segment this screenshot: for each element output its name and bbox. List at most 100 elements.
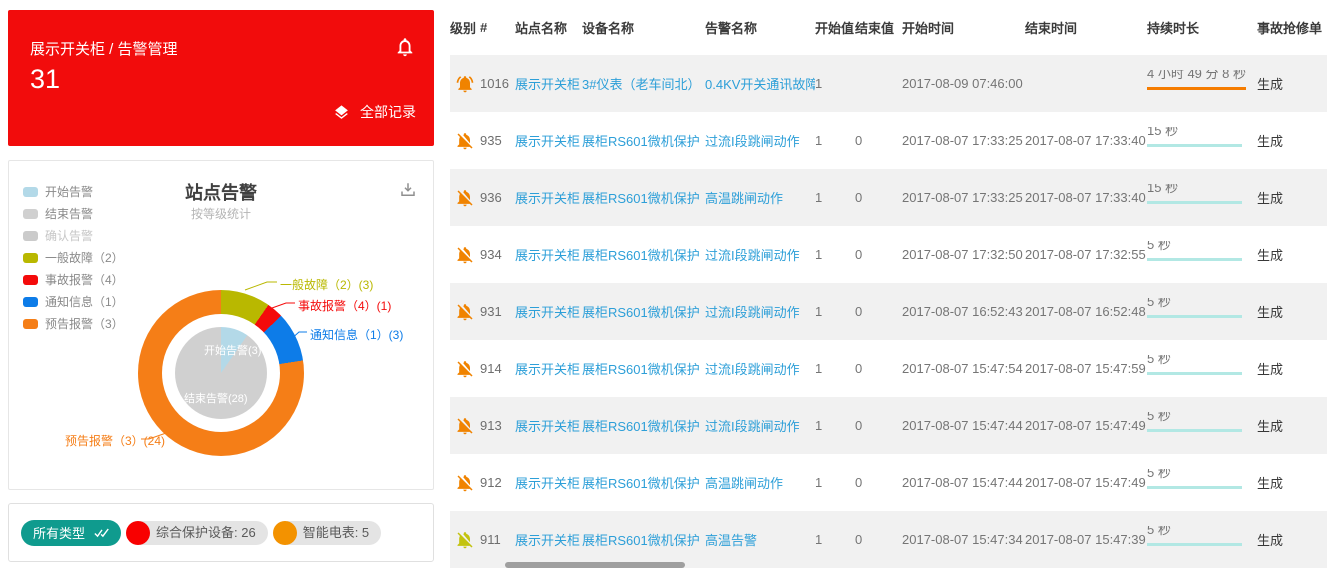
alarm-name-link[interactable]: 高温跳闸动作 [705, 476, 784, 491]
device-name-link[interactable]: 展柜RS601微机保护 [582, 533, 700, 548]
legend-item[interactable]: 预告报警（3） [23, 317, 124, 331]
legend-item[interactable]: 通知信息（1） [23, 295, 124, 309]
legend-item[interactable]: 结束告警 [23, 207, 124, 221]
site-name-link[interactable]: 展示开关柜 [515, 533, 581, 548]
legend-label: 开始告警 [45, 185, 94, 199]
alarm-name-link[interactable]: 0.4KV开关通讯故障 [705, 77, 815, 92]
end-time: 2017-08-07 15:47:49 [1025, 475, 1146, 490]
bell-off-icon [457, 132, 473, 149]
device-name-link[interactable]: 展柜RS601微机保护 [582, 134, 700, 149]
bell-off-icon [457, 474, 473, 491]
start-time: 2017-08-07 15:47:44 [902, 418, 1023, 433]
site-name-link[interactable]: 展示开关柜 [515, 476, 581, 491]
legend-item[interactable]: 确认告警 [23, 229, 124, 243]
device-name-link[interactable]: 展柜RS601微机保护 [582, 191, 700, 206]
all-records-button[interactable]: 全部记录 [333, 102, 416, 122]
alarm-id: 913 [480, 418, 502, 433]
duration: 15 秒 [1147, 184, 1242, 204]
alarm-id: 912 [480, 475, 502, 490]
legend-label: 预告报警（3） [45, 317, 124, 331]
bell-icon[interactable] [394, 36, 416, 58]
table-header: 级别 # 站点名称 设备名称 告警名称 开始值 结束值 开始时间 结束时间 持续时长 事故抢修单 [450, 0, 1327, 55]
duration: 5 秒 [1147, 469, 1242, 489]
legend-item[interactable]: 一般故障（2） [23, 251, 124, 265]
generate-repair-order-link[interactable]: 生成 [1257, 362, 1284, 377]
alarm-summary-card: 展示开关柜 / 告警管理 31 全部记录 [8, 10, 434, 146]
device-name-link[interactable]: 展柜RS601微机保护 [582, 305, 700, 320]
horizontal-scrollbar-thumb[interactable] [505, 562, 685, 568]
duration: 5 秒 [1147, 412, 1242, 432]
type-filter-chip[interactable]: 综合保护设备: 26 [126, 520, 268, 545]
type-filter-chip[interactable]: 智能电表: 5 [272, 520, 382, 545]
legend-item[interactable]: 开始告警 [23, 185, 124, 199]
site-name-link[interactable]: 展示开关柜 [515, 419, 581, 434]
end-value: 0 [855, 361, 863, 376]
table-row: 931 展示开关柜 展柜RS601微机保护 过流I段跳闸动作 1 0 2017-… [450, 283, 1327, 340]
end-value: 0 [855, 532, 863, 547]
device-name-link[interactable]: 展柜RS601微机保护 [582, 248, 700, 263]
bell-off-icon [457, 417, 473, 434]
bell-off-icon [457, 303, 473, 320]
site-alarm-chart-card: 站点告警 按等级统计 开始告警 结束告警 确认告警 一般故障（2） 事故报警（4… [8, 160, 434, 490]
all-types-filter-button[interactable]: 所有类型 [21, 519, 122, 546]
generate-repair-order-link[interactable]: 生成 [1257, 305, 1284, 320]
site-name-link[interactable]: 展示开关柜 [515, 305, 581, 320]
duration: 5 秒 [1147, 526, 1242, 546]
legend-item[interactable]: 事故报警（4） [23, 273, 124, 287]
legend-label: 结束告警 [45, 207, 94, 221]
chart-title: 站点告警 [185, 183, 257, 203]
alarm-name-link[interactable]: 过流I段跳闸动作 [705, 248, 800, 263]
all-records-label: 全部记录 [360, 104, 416, 120]
table-row: 913 展示开关柜 展柜RS601微机保护 过流I段跳闸动作 1 0 2017-… [450, 397, 1327, 454]
site-name-link[interactable]: 展示开关柜 [515, 248, 581, 263]
donut-chart[interactable]: 开始告警(3) 结束告警(28) [138, 290, 304, 456]
generate-repair-order-link[interactable]: 生成 [1257, 134, 1284, 149]
callout-notification-info: 通知信息（1）(3) [310, 328, 404, 342]
column-header: 结束值 [855, 21, 895, 36]
site-name-link[interactable]: 展示开关柜 [515, 134, 581, 149]
alarm-name-link[interactable]: 过流I段跳闸动作 [705, 419, 800, 434]
generate-repair-order-link[interactable]: 生成 [1257, 77, 1284, 92]
generate-repair-order-link[interactable]: 生成 [1257, 191, 1284, 206]
start-time: 2017-08-07 15:47:54 [902, 361, 1023, 376]
alarm-name-link[interactable]: 高温跳闸动作 [705, 191, 784, 206]
device-name-link[interactable]: 展柜RS601微机保护 [582, 476, 700, 491]
generate-repair-order-link[interactable]: 生成 [1257, 419, 1284, 434]
site-name-link[interactable]: 展示开关柜 [515, 362, 581, 377]
start-time: 2017-08-09 07:46:00 [902, 76, 1023, 91]
column-header: # [480, 20, 488, 35]
alarm-table: 级别 # 站点名称 设备名称 告警名称 开始值 结束值 开始时间 结束时间 持续时长 事故抢修单 1… [450, 0, 1327, 569]
device-name-link[interactable]: 展柜RS601微机保护 [582, 362, 700, 377]
duration: 4 小时 49 分 8 秒 [1147, 70, 1246, 90]
table-row: 935 展示开关柜 展柜RS601微机保护 过流I段跳闸动作 1 0 2017-… [450, 112, 1327, 169]
alarm-id: 914 [480, 361, 502, 376]
duration: 5 秒 [1147, 298, 1242, 318]
alarm-name-link[interactable]: 过流I段跳闸动作 [705, 134, 800, 149]
generate-repair-order-link[interactable]: 生成 [1257, 476, 1284, 491]
site-name-link[interactable]: 展示开关柜 [515, 191, 581, 206]
table-row: 934 展示开关柜 展柜RS601微机保护 过流I段跳闸动作 1 0 2017-… [450, 226, 1327, 283]
start-time: 2017-08-07 17:33:25 [902, 190, 1023, 205]
type-filter-label: 综合保护设备: 26 [140, 520, 268, 545]
device-name-link[interactable]: 展柜RS601微机保护 [582, 419, 700, 434]
chart-subtitle: 按等级统计 [190, 207, 251, 221]
generate-repair-order-link[interactable]: 生成 [1257, 533, 1284, 548]
start-value: 1 [815, 475, 823, 490]
column-header: 开始时间 [902, 21, 955, 36]
end-value: 0 [855, 247, 863, 262]
callout-general-fault: 一般故障（2）(3) [280, 278, 374, 292]
end-value: 0 [855, 475, 863, 490]
bell-off-icon [457, 246, 473, 263]
download-icon[interactable] [399, 181, 417, 199]
device-name-link[interactable]: 3#仪表（老车间北） [582, 77, 701, 92]
start-time: 2017-08-07 15:47:44 [902, 475, 1023, 490]
inner-label-start: 开始告警(3) [204, 345, 262, 357]
site-name-link[interactable]: 展示开关柜 [515, 77, 581, 92]
generate-repair-order-link[interactable]: 生成 [1257, 248, 1284, 263]
column-header: 持续时长 [1147, 21, 1200, 36]
legend-label: 确认告警 [45, 229, 94, 243]
alarm-name-link[interactable]: 高温告警 [705, 533, 758, 548]
all-types-label: 所有类型 [33, 526, 86, 541]
alarm-name-link[interactable]: 过流I段跳闸动作 [705, 305, 800, 320]
alarm-name-link[interactable]: 过流I段跳闸动作 [705, 362, 800, 377]
